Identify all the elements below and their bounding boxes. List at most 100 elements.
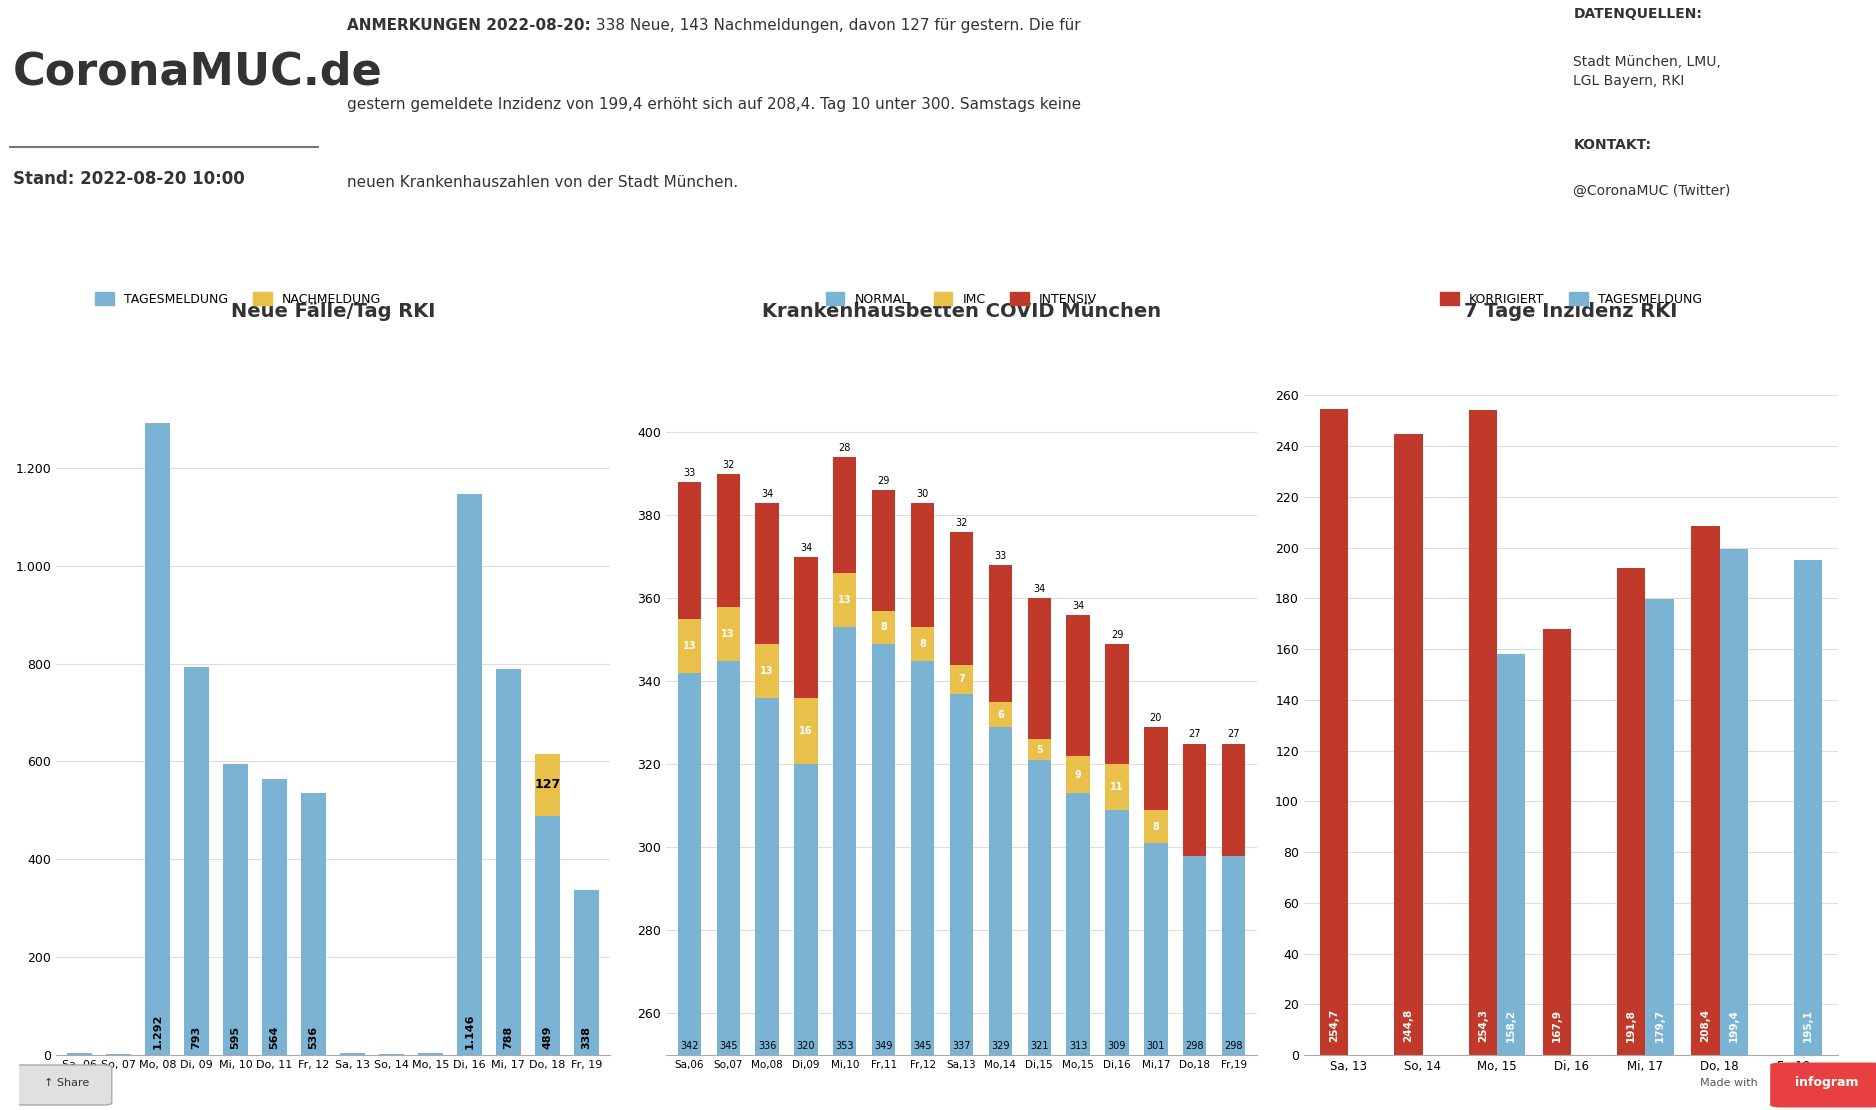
Bar xyxy=(833,574,857,627)
Bar xyxy=(1720,549,1748,1054)
Text: 8: 8 xyxy=(919,639,927,649)
Bar xyxy=(263,779,287,1054)
Bar xyxy=(1066,794,1090,1110)
Text: 6.549: 6.549 xyxy=(719,275,842,313)
Bar xyxy=(872,491,895,610)
Bar xyxy=(833,627,857,1110)
Bar xyxy=(1028,739,1051,760)
Bar xyxy=(379,1053,403,1054)
Legend: TAGESMELDUNG, NACHMELDUNG: TAGESMELDUNG, NACHMELDUNG xyxy=(90,287,386,311)
Text: ANMERKUNGEN 2022-08-20:: ANMERKUNGEN 2022-08-20: xyxy=(347,19,591,33)
Bar xyxy=(677,673,702,1110)
Text: +469: +469 xyxy=(99,275,212,313)
Text: @CoronaMUC (Twitter): @CoronaMUC (Twitter) xyxy=(1574,184,1732,198)
Bar xyxy=(989,727,1011,1110)
Text: 13: 13 xyxy=(683,642,696,652)
Text: Di-Sa, nicht nach: Di-Sa, nicht nach xyxy=(1668,332,1769,344)
Text: 5: 5 xyxy=(1036,745,1043,755)
Text: 179,7: 179,7 xyxy=(1655,1009,1664,1042)
Bar xyxy=(1221,744,1246,856)
Bar xyxy=(300,793,326,1054)
Text: 320: 320 xyxy=(797,1041,816,1051)
Text: BESTÄTIGTE FÄLLE: BESTÄTIGTE FÄLLE xyxy=(98,239,212,249)
Text: 595: 595 xyxy=(231,1026,240,1049)
Bar xyxy=(1105,810,1129,1110)
Bar xyxy=(717,607,739,660)
Bar xyxy=(574,889,598,1054)
Text: 34: 34 xyxy=(1071,601,1084,610)
Bar xyxy=(872,610,895,644)
Bar xyxy=(677,482,702,619)
Text: 191,8: 191,8 xyxy=(1626,1009,1636,1042)
Text: 337: 337 xyxy=(953,1041,970,1051)
Text: 254,3: 254,3 xyxy=(1478,1009,1488,1042)
Text: Quelle: CoronaMUC: Quelle: CoronaMUC xyxy=(1349,332,1463,344)
Bar xyxy=(949,694,974,1110)
Text: 336: 336 xyxy=(758,1041,777,1051)
Bar xyxy=(144,423,171,1054)
Bar xyxy=(456,494,482,1054)
Bar xyxy=(1542,629,1572,1054)
Bar xyxy=(949,665,974,694)
Text: 1.292: 1.292 xyxy=(152,1013,163,1049)
Legend: NORMAL, IMC, INTENSIV: NORMAL, IMC, INTENSIV xyxy=(820,287,1103,311)
Bar xyxy=(1469,410,1497,1054)
Text: 33: 33 xyxy=(994,551,1006,561)
Bar xyxy=(1645,599,1673,1054)
Bar xyxy=(68,1052,92,1054)
Text: Gesamt: 2.151: Gesamt: 2.151 xyxy=(424,332,512,344)
Bar xyxy=(912,503,934,627)
Text: REPRODUKTIONSWERT: REPRODUKTIONSWERT xyxy=(1334,239,1478,249)
Bar xyxy=(794,698,818,765)
Text: 34: 34 xyxy=(799,543,812,553)
Text: 6: 6 xyxy=(996,709,1004,719)
Bar xyxy=(717,660,739,1110)
Text: ↑ Share: ↑ Share xyxy=(45,1078,90,1088)
Text: 33: 33 xyxy=(683,468,696,478)
Bar xyxy=(418,1053,443,1054)
Text: 29: 29 xyxy=(1111,629,1124,639)
Text: 536: 536 xyxy=(308,1026,319,1049)
Text: 309: 309 xyxy=(1107,1041,1126,1051)
Text: KRANKENHAUSBETTEN COVID: KRANKENHAUSBETTEN COVID xyxy=(1000,239,1188,249)
Text: 8: 8 xyxy=(1152,821,1159,831)
Bar xyxy=(340,1053,366,1054)
Text: 349: 349 xyxy=(874,1041,893,1051)
Text: 298   8   27: 298 8 27 xyxy=(989,266,1199,300)
Bar xyxy=(717,474,739,607)
Text: Genesene: 620.298: Genesene: 620.298 xyxy=(722,332,839,344)
Bar xyxy=(1144,727,1167,810)
Legend: KORRIGIERT, TAGESMELDUNG: KORRIGIERT, TAGESMELDUNG xyxy=(1435,287,1707,311)
Title: Neue Fälle/Tag RKI: Neue Fälle/Tag RKI xyxy=(231,302,435,321)
Bar xyxy=(989,703,1011,727)
Text: AKTUELL INFIZIERTE*: AKTUELL INFIZIERTE* xyxy=(715,239,848,249)
Text: 564: 564 xyxy=(270,1026,280,1049)
Text: Feiertagen: Feiertagen xyxy=(1687,355,1750,367)
Bar xyxy=(495,669,522,1054)
FancyBboxPatch shape xyxy=(1771,1062,1876,1108)
Text: 167,9: 167,9 xyxy=(1551,1009,1563,1042)
Text: 13: 13 xyxy=(760,666,773,676)
Text: 298: 298 xyxy=(1225,1041,1242,1051)
Text: 345: 345 xyxy=(914,1041,932,1051)
Bar xyxy=(1144,844,1167,1110)
Text: +5: +5 xyxy=(439,275,497,313)
Bar xyxy=(1692,526,1720,1054)
Text: 27: 27 xyxy=(1227,729,1240,739)
Text: Stadt München, LMU,
LGL Bayern, RKI: Stadt München, LMU, LGL Bayern, RKI xyxy=(1574,56,1720,88)
Bar xyxy=(794,765,818,1110)
Text: 0,82: 0,82 xyxy=(1358,275,1454,313)
Text: 345: 345 xyxy=(719,1041,737,1051)
Bar xyxy=(989,565,1011,703)
Bar xyxy=(949,532,974,665)
Text: 321: 321 xyxy=(1030,1041,1049,1051)
Text: NORMAL         IMC       INTENSIV: NORMAL IMC INTENSIV xyxy=(1006,319,1182,329)
Text: 195,1: 195,1 xyxy=(1803,1009,1812,1042)
Text: INZIDENZ RKI: INZIDENZ RKI xyxy=(1677,239,1762,249)
Text: 329: 329 xyxy=(991,1041,1009,1051)
Text: 338 Neue, 143 Nachmeldungen, davon 127 für gestern. Die für: 338 Neue, 143 Nachmeldungen, davon 127 f… xyxy=(591,19,1081,33)
Bar xyxy=(1221,856,1246,1110)
Text: 208,4: 208,4 xyxy=(1700,1009,1711,1042)
Text: 13: 13 xyxy=(722,628,735,638)
Bar xyxy=(1066,615,1090,756)
